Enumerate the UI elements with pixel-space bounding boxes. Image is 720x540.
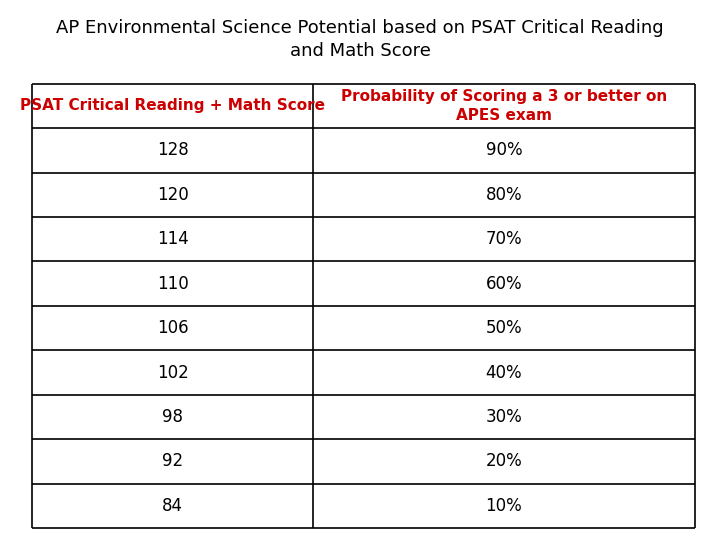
Text: 40%: 40% [486,363,522,382]
Text: 30%: 30% [485,408,523,426]
Text: 80%: 80% [486,186,522,204]
Text: 90%: 90% [486,141,522,159]
Text: 70%: 70% [486,230,522,248]
Text: 120: 120 [157,186,189,204]
Text: 60%: 60% [486,275,522,293]
Text: 10%: 10% [485,497,523,515]
Text: 92: 92 [162,453,184,470]
Text: 98: 98 [162,408,184,426]
Text: Probability of Scoring a 3 or better on
APES exam: Probability of Scoring a 3 or better on … [341,89,667,123]
Text: 50%: 50% [486,319,522,337]
Text: 128: 128 [157,141,189,159]
Text: AP Environmental Science Potential based on PSAT Critical Reading
and Math Score: AP Environmental Science Potential based… [56,19,664,60]
Text: PSAT Critical Reading + Math Score: PSAT Critical Reading + Math Score [20,98,325,113]
Text: 20%: 20% [485,453,523,470]
Text: 106: 106 [157,319,189,337]
Text: 114: 114 [157,230,189,248]
Text: 102: 102 [157,363,189,382]
Text: 84: 84 [162,497,184,515]
Text: 110: 110 [157,275,189,293]
